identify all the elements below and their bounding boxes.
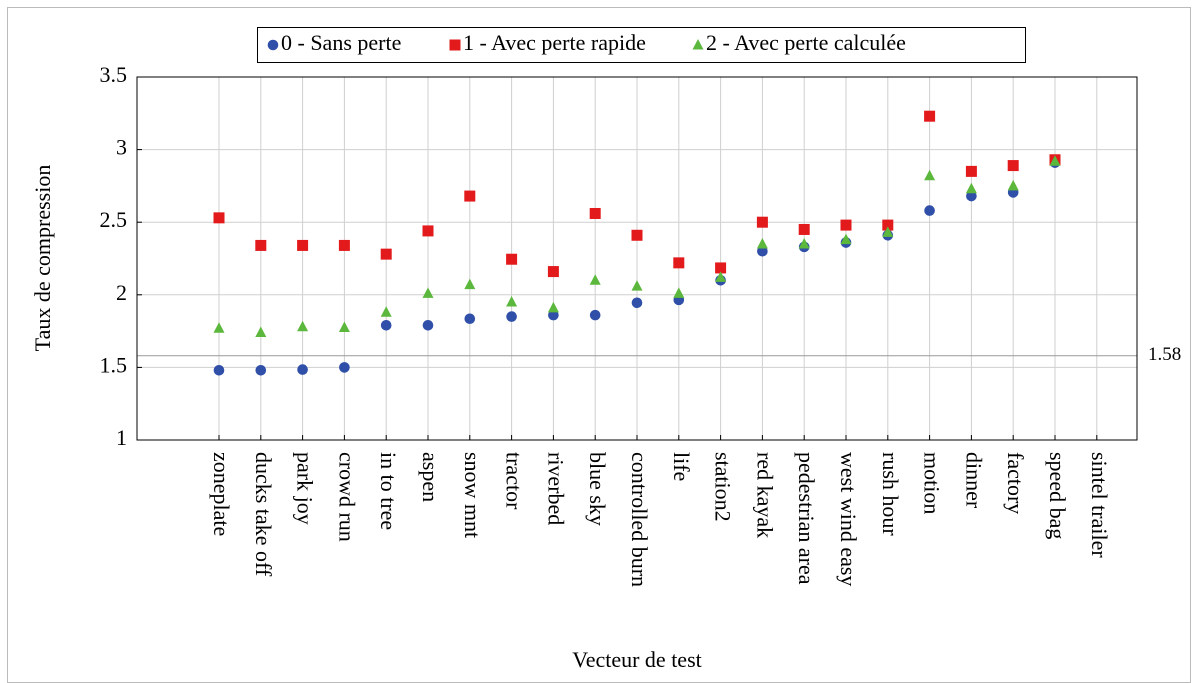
marker-triangle: [631, 280, 643, 291]
marker-circle: [422, 319, 434, 331]
marker-triangle: [1007, 179, 1019, 191]
x-tick-label: west wind easy: [836, 452, 861, 586]
marker-triangle: [798, 237, 810, 249]
x-tick-label: pedestrian area: [794, 452, 819, 585]
y-tick-label: 2.5: [100, 207, 128, 232]
marker-triangle: [673, 287, 685, 298]
marker-square: [673, 257, 685, 269]
x-tick-label: factory: [1003, 452, 1028, 514]
marker-circle: [966, 190, 977, 202]
marker-circle: [548, 309, 559, 321]
marker-triangle: [692, 39, 704, 50]
marker-square: [213, 212, 225, 224]
marker-square: [715, 262, 727, 274]
marker-triangle: [589, 274, 601, 285]
legend-box: [257, 27, 1026, 63]
marker-circle: [297, 364, 308, 375]
marker-circle: [267, 39, 279, 51]
marker-triangle: [1049, 155, 1061, 166]
marker-circle: [213, 365, 225, 376]
marker-square: [297, 239, 309, 251]
marker-square: [631, 229, 643, 241]
marker-square: [798, 223, 810, 235]
marker-square: [924, 110, 936, 122]
marker-square: [965, 165, 977, 177]
marker-square: [882, 219, 894, 231]
marker-square: [449, 39, 461, 51]
marker-triangle: [213, 322, 225, 333]
x-tick-label: life: [669, 452, 694, 481]
y-tick-label: 3.5: [100, 62, 128, 87]
legend: 0 - Sans perte 1 - Avec perte rapide 2 - A…: [257, 27, 1026, 63]
marker-triangle: [715, 271, 727, 282]
marker-square: [464, 190, 476, 202]
marker-triangle: [506, 296, 518, 307]
x-tick-label: sintel trailer: [1087, 452, 1112, 558]
marker-circle: [506, 311, 517, 322]
marker-circle: [464, 313, 476, 325]
marker-triangle: [464, 278, 476, 290]
legend-label: 1 - Avec perte rapide: [463, 30, 646, 55]
series: [213, 155, 1061, 338]
marker-triangle: [547, 301, 559, 313]
plot-frame: [136, 76, 1138, 441]
y-axis-label: Taux de compression: [30, 165, 55, 352]
x-tick-label: zoneplate: [209, 452, 234, 536]
series: [213, 110, 1061, 278]
marker-triangle: [756, 237, 768, 249]
x-tick-label: red kayak: [752, 452, 777, 538]
y-tick-label: 1.5: [100, 352, 128, 377]
marker-circle: [589, 309, 601, 321]
marker-square: [338, 239, 350, 251]
x-tick-label: motion: [920, 452, 945, 514]
x-tick-label: dinner: [961, 452, 986, 509]
marker-circle: [757, 245, 768, 257]
marker-triangle: [965, 182, 977, 194]
marker-circle: [255, 365, 267, 376]
x-tick-label: park joy: [293, 452, 318, 525]
marker-square: [1007, 160, 1019, 172]
x-tick-label: snow mnt: [460, 452, 485, 538]
marker-square: [756, 216, 768, 228]
marker-square: [840, 219, 852, 231]
x-tick-label: tractor: [502, 452, 527, 510]
marker-triangle: [924, 169, 936, 181]
x-tick-label: station2: [711, 452, 736, 522]
marker-triangle: [882, 226, 894, 237]
x-axis-label: Vecteur de test: [572, 647, 702, 672]
marker-triangle: [422, 287, 434, 298]
x-tick-label: blue sky: [585, 452, 610, 526]
x-tick-label: aspen: [418, 452, 443, 502]
x-tick-label: speed bag: [1045, 452, 1070, 539]
marker-square: [589, 207, 601, 219]
marker-square: [506, 253, 518, 265]
x-tick-label: rush hour: [878, 452, 903, 536]
marker-triangle: [380, 306, 392, 317]
marker-triangle: [338, 321, 350, 332]
y-tick-label: 3: [116, 135, 127, 160]
marker-square: [380, 248, 392, 260]
marker-triangle: [255, 326, 267, 338]
x-tick-label: crowd run: [334, 452, 359, 542]
y-tick-label: 1: [116, 425, 127, 450]
marker-square: [547, 266, 559, 278]
marker-circle: [924, 205, 935, 216]
marker-circle: [380, 319, 392, 331]
marker-triangle: [297, 320, 309, 332]
x-tick-label: controlled burn: [627, 452, 652, 587]
marker-square: [255, 239, 267, 251]
legend-label: 0 - Sans perte: [281, 30, 401, 55]
marker-square: [422, 225, 434, 237]
marker-circle: [631, 297, 643, 309]
marker-circle: [339, 362, 350, 373]
reference-label: 1.58: [1148, 344, 1181, 365]
x-tick-label: riverbed: [543, 452, 568, 525]
marker-triangle: [840, 233, 852, 245]
legend-label: 2 - Avec perte calculée: [706, 30, 906, 55]
x-tick-label: ducks take off: [251, 452, 276, 577]
x-tick-label: in to tree: [376, 452, 401, 530]
y-tick-label: 2: [116, 280, 127, 305]
